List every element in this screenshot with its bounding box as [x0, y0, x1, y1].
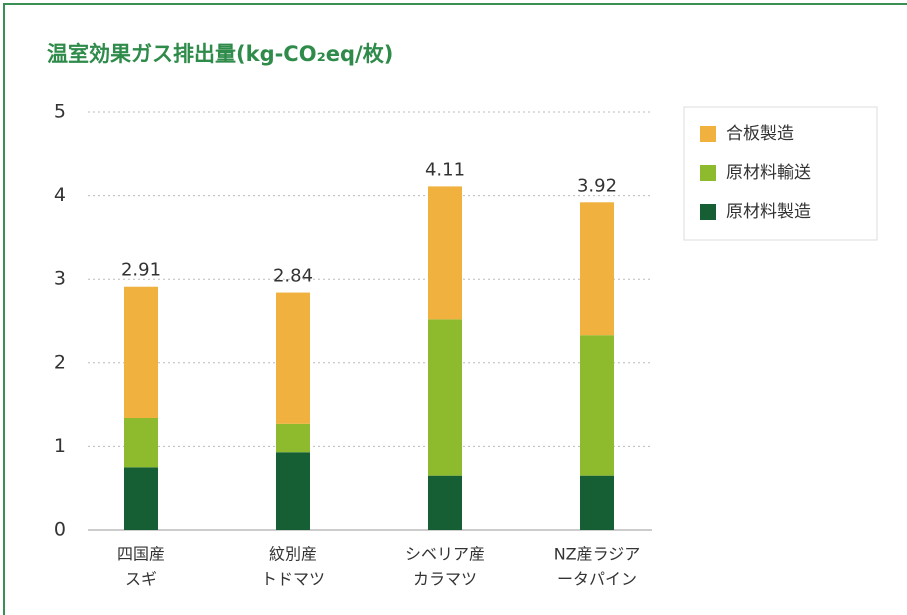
y-tick-label: 1 [54, 435, 66, 457]
total-label: 2.84 [273, 266, 313, 287]
bar-segment [124, 286, 158, 418]
x-tick-label: 紋別産 [269, 545, 317, 564]
bar-segment [276, 423, 310, 453]
bar-segment [124, 417, 158, 468]
legend-swatch [700, 126, 716, 142]
total-label: 2.91 [121, 260, 161, 281]
chart-title: 温室効果ガス排出量(kg-CO₂eq/枚) [47, 42, 393, 66]
y-tick-label: 0 [54, 519, 66, 541]
x-tick-label: 四国産 [117, 545, 165, 564]
y-tick-label: 3 [54, 268, 66, 290]
legend-label: 合板製造 [726, 124, 794, 144]
y-tick-label: 4 [54, 184, 66, 206]
bar-segment [428, 475, 462, 530]
bar-segment [276, 292, 310, 424]
bar-segment [428, 319, 462, 476]
bar-segment [276, 452, 310, 530]
bar-segment [580, 335, 614, 476]
y-tick-label: 2 [54, 351, 66, 373]
y-tick-label: 5 [54, 101, 66, 123]
x-tick-label: シベリア産 [405, 545, 485, 564]
bar-segment [580, 202, 614, 336]
total-label: 3.92 [577, 175, 617, 196]
total-label: 4.11 [425, 159, 465, 180]
x-tick-label: トドマツ [261, 570, 325, 589]
bar-segment [580, 475, 614, 530]
frame [3, 3, 907, 615]
x-tick-label: NZ産ラジア [554, 545, 641, 564]
legend-box [683, 106, 878, 241]
x-tick-label: スギ [125, 570, 157, 589]
bar-segment [428, 186, 462, 320]
legend-label: 原材料輸送 [726, 163, 811, 183]
legend-label: 原材料製造 [726, 202, 811, 222]
x-tick-label: ータパイン [557, 570, 637, 589]
bar-segment [124, 467, 158, 530]
legend-swatch [700, 204, 716, 220]
x-tick-label: カラマツ [413, 570, 477, 589]
legend-swatch [700, 165, 716, 181]
